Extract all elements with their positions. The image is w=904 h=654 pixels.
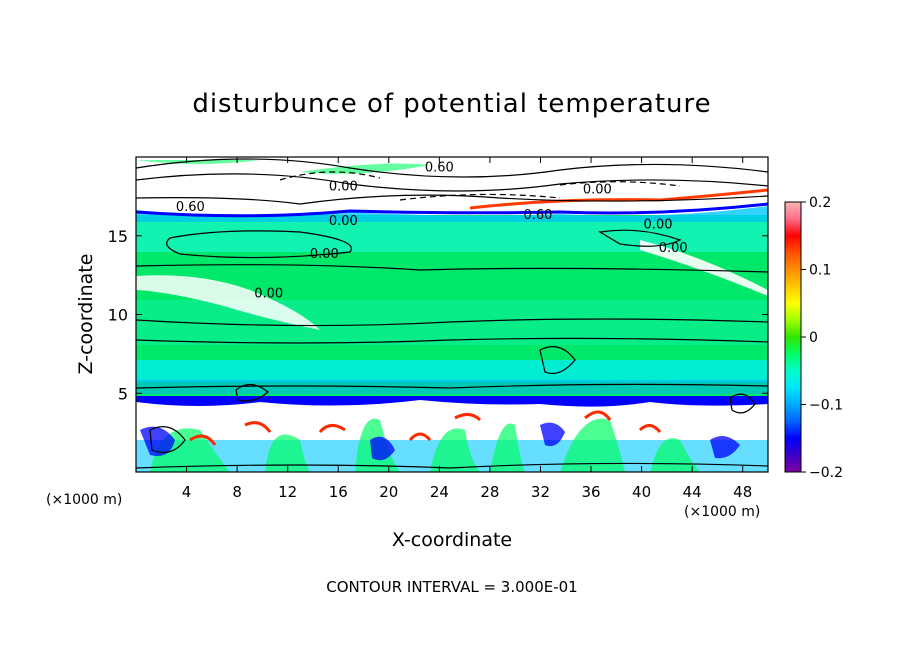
colorbar-ticks: 0.2 0.1 0 −0.1 −0.2 [801,195,843,481]
contour-label: 0.60 [425,161,454,176]
contour-label: 0.00 [659,241,688,256]
field-low-plumes [150,418,700,472]
y-axis: 5 10 15 [108,227,768,403]
contour-label: 0.00 [310,247,339,262]
colorbar: 0.2 0.1 0 −0.1 −0.2 [784,195,843,481]
x-tick-label: 32 [531,483,550,501]
colorbar-bar [784,201,802,473]
y-tick-label: 5 [118,384,128,403]
contour-label: 0.00 [329,180,358,195]
x-tick-label: 40 [632,483,651,501]
contour-label: 0.60 [523,208,552,223]
contour-label: 0.00 [329,214,358,229]
contour-lines [136,158,768,469]
contour-label: 0.00 [583,183,612,198]
y-axis-label: Z-coordinate [75,254,97,375]
x-tick-label: 20 [379,483,398,501]
field-top-edge [136,206,768,222]
x-axis: 4 8 12 16 20 24 28 32 36 40 44 48 [182,157,752,501]
colorbar-tick-label: −0.1 [809,398,843,414]
x-tick-label: 48 [733,483,752,501]
contour-labels: 0.60 0.00 0.60 0.00 0.00 0.00 0.60 0.00 0.00 0.00 [176,161,688,302]
contour-label: 0.00 [254,287,283,302]
field-low-blue [136,396,768,407]
x-tick-label: 28 [480,483,499,501]
colorbar-tick-label: 0.2 [809,195,831,211]
field-top-layer [136,157,768,215]
field-streak-right [640,240,768,296]
field-top-green [136,160,430,174]
contour-label: 0.00 [644,217,673,232]
y-unit-label: (×1000 m) [46,492,122,508]
colorbar-tick-label: 0 [809,330,818,346]
contour-interval-note: CONTOUR INTERVAL = 3.000E-01 [326,578,577,596]
field-band-lower-cyan [136,360,768,382]
colorbar-tick-label: 0.1 [809,263,831,279]
x-tick-label: 36 [581,483,600,501]
y-tick-label: 15 [108,227,128,246]
y-tick-label: 10 [108,306,128,325]
x-tick-label: 4 [182,483,192,501]
x-tick-label: 16 [329,483,348,501]
field-top-red-line [469,188,768,210]
x-tick-label: 44 [683,483,702,501]
x-tick-label: 8 [232,483,242,501]
contour-label: 0.60 [176,200,205,215]
x-axis-label: X-coordinate [392,529,512,551]
field-top-blue-line [136,202,768,218]
field-band-blue [136,380,768,394]
plot-area: 0.60 0.00 0.60 0.00 0.00 0.00 0.60 0.00 0.00 0.00 [135,156,769,473]
field-streak-left [136,275,320,330]
x-tick-label: 12 [278,483,297,501]
colorbar-tick-label: −0.2 [809,465,843,481]
x-unit-label: (×1000 m) [684,504,760,520]
x-tick-label: 24 [430,483,449,501]
chart-title: disturbunce of potential temperature [192,89,711,119]
field-low-hot [189,410,662,446]
